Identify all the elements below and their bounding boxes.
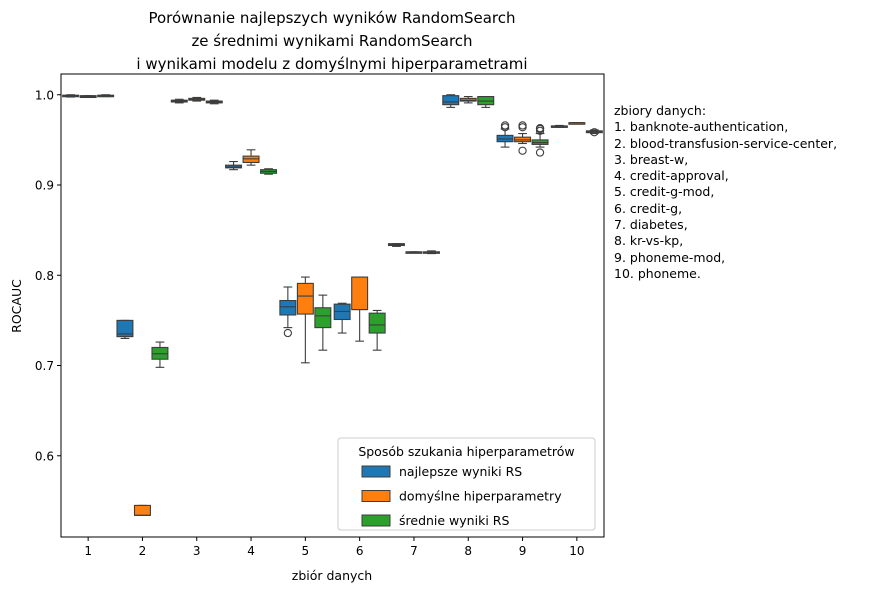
dataset-list-item: 8. kr-vs-kp, bbox=[614, 233, 684, 249]
dataset-list-item: 6. credit-g, bbox=[614, 200, 683, 216]
x-tick-label: 2 bbox=[139, 544, 147, 558]
legend-swatch bbox=[361, 465, 391, 478]
x-tick-label: 4 bbox=[247, 544, 255, 558]
dataset-list-item: 3. breast-w, bbox=[614, 151, 689, 167]
legend-title: Sposób szukania hiperparametrów bbox=[358, 444, 574, 459]
x-tick-label: 5 bbox=[302, 544, 310, 558]
dataset-list-item: 7. diabetes, bbox=[614, 217, 688, 233]
chart-title-line-2: ze średnimi wynikami RandomSearch bbox=[191, 32, 472, 50]
y-tick-label: 0.8 bbox=[35, 269, 54, 283]
x-tick-label: 7 bbox=[410, 544, 418, 558]
legend-box bbox=[337, 437, 596, 531]
box-3-5 bbox=[314, 307, 332, 329]
box-2-6 bbox=[351, 276, 369, 311]
dataset-list: zbiory danych: 1. banknote-authenticatio… bbox=[614, 103, 837, 282]
flier-point bbox=[518, 146, 527, 155]
y-axis-label: ROCAUC bbox=[9, 279, 24, 333]
chart-title: Porównanie najlepszych wyników RandomSea… bbox=[136, 9, 527, 73]
x-tick-label: 6 bbox=[356, 544, 364, 558]
plot-area: 0.6 0.7 0.8 0.9 1.0 1 2 3 4 5 6 7 8 9 10 bbox=[35, 73, 605, 558]
legend-swatch bbox=[361, 514, 391, 527]
chart-title-line-1: Porównanie najlepszych wyników RandomSea… bbox=[148, 9, 515, 27]
x-tick-label: 3 bbox=[193, 544, 201, 558]
flier-point bbox=[590, 128, 599, 137]
y-tick-label: 0.6 bbox=[35, 449, 54, 463]
flier-point bbox=[283, 328, 292, 338]
dataset-list-item: 4. credit-approval, bbox=[614, 168, 729, 184]
y-tick-label: 0.7 bbox=[35, 359, 54, 373]
chart-title-line-3: i wynikami modelu z domyślnymi hiperpara… bbox=[136, 55, 527, 73]
plot-frame bbox=[60, 73, 605, 538]
box-1-5 bbox=[279, 299, 297, 316]
flier-point bbox=[500, 121, 510, 130]
x-tick-label: 9 bbox=[519, 544, 527, 558]
box-3-6 bbox=[368, 312, 386, 334]
legend-swatch bbox=[361, 490, 391, 502]
dataset-list-item: 10. phoneme. bbox=[614, 265, 701, 281]
y-tick-label: 0.9 bbox=[35, 179, 54, 193]
y-tick-label: 1.0 bbox=[35, 88, 54, 102]
box-2-5 bbox=[296, 282, 314, 315]
legend-entry: domyślne hiperparametry bbox=[399, 489, 562, 504]
box-1-2 bbox=[116, 319, 134, 338]
flier-point bbox=[535, 148, 545, 157]
x-tick-label: 8 bbox=[464, 544, 472, 558]
legend-entry: średnie wyniki RS bbox=[399, 513, 509, 528]
dataset-list-title: zbiory danych: bbox=[614, 103, 707, 118]
box-1-8 bbox=[442, 95, 460, 106]
dataset-list-item: 9. phoneme-mod, bbox=[614, 249, 726, 265]
x-tick-label: 10 bbox=[569, 544, 584, 558]
x-tick-label: 1 bbox=[84, 544, 92, 558]
dataset-list-item: 2. blood-transfusion-service-center, bbox=[614, 135, 838, 151]
legend: Sposób szukania hiperparametrów najlepsze… bbox=[337, 437, 596, 531]
box-2-2 bbox=[133, 504, 151, 516]
dataset-list-item: 1. banknote-authentication, bbox=[614, 119, 789, 135]
dataset-list-item: 5. credit-g-mod, bbox=[614, 184, 715, 200]
flier-point bbox=[535, 124, 545, 133]
legend-entry: najlepsze wyniki RS bbox=[399, 464, 522, 479]
x-axis-label: zbiór danych bbox=[292, 568, 372, 583]
flier-point bbox=[518, 121, 527, 130]
